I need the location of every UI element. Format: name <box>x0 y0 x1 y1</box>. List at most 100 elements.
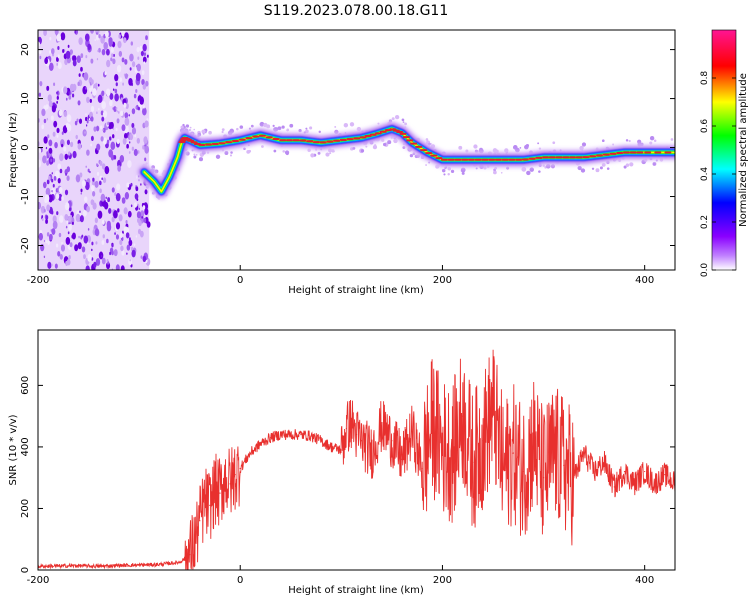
ridge-halo-speck <box>180 125 184 129</box>
snr-point <box>654 483 656 485</box>
noise-speck <box>109 93 114 100</box>
noise-speck <box>135 235 138 238</box>
ridge-halo-speck <box>259 121 265 127</box>
noise-speck <box>117 165 122 172</box>
noise-speck <box>94 217 98 224</box>
noise-speck <box>38 41 41 49</box>
ridge-halo-speck <box>599 166 603 170</box>
ridge-halo-speck <box>221 128 225 132</box>
ridge-halo-speck <box>334 125 337 128</box>
noise-speck <box>38 148 42 153</box>
noise-speck <box>134 193 139 200</box>
ridge-halo-speck <box>595 168 600 173</box>
noise-speck <box>43 255 46 259</box>
noise-speck <box>50 210 54 215</box>
noise-speck <box>79 215 84 223</box>
noise-speck <box>56 127 60 134</box>
noise-speck <box>75 174 81 183</box>
ridge-halo-speck <box>652 162 656 166</box>
noise-speck <box>115 106 118 110</box>
noise-speck <box>111 187 115 193</box>
noise-speck <box>69 91 72 95</box>
noise-speck <box>106 262 111 270</box>
noise-speck <box>101 219 105 225</box>
colorbar-tick-label: 0.8 <box>700 71 710 86</box>
noise-speck <box>70 215 72 219</box>
ridge-halo-speck <box>261 145 264 148</box>
noise-speck <box>108 39 113 47</box>
spectrogram-y-tick-label: -10 <box>20 188 31 204</box>
ridge-halo-speck <box>538 147 542 150</box>
colorbar-tick-label: 0.0 <box>700 263 710 278</box>
noise-speck <box>41 124 45 130</box>
snr-point <box>178 561 181 563</box>
noise-speck <box>102 127 106 133</box>
snr-point <box>340 449 342 451</box>
noise-speck <box>48 62 54 71</box>
noise-speck <box>142 105 145 109</box>
noise-speck <box>42 181 47 189</box>
noise-speck <box>48 139 53 147</box>
noise-speck <box>142 107 147 116</box>
noise-speck <box>59 215 64 223</box>
noise-speck <box>101 257 106 265</box>
noise-speck <box>90 91 93 94</box>
snr-point <box>391 440 393 442</box>
noise-speck <box>114 88 118 94</box>
spectrogram-y-tick-label: 0 <box>20 144 31 150</box>
ridge-halo-speck <box>612 143 615 146</box>
noise-speck <box>122 137 127 145</box>
ridge-halo-speck <box>372 145 378 150</box>
noise-speck <box>98 107 100 111</box>
noise-speck <box>80 188 83 193</box>
noise-speck <box>89 87 92 92</box>
ridge-halo-speck <box>282 150 285 153</box>
noise-speck <box>141 70 145 75</box>
noise-speck <box>118 50 123 57</box>
noise-speck <box>46 179 50 185</box>
ridge-halo-speck <box>289 123 294 128</box>
noise-speck <box>71 93 75 98</box>
noise-speck <box>60 244 66 252</box>
noise-speck <box>146 221 151 228</box>
snr-point <box>522 470 524 473</box>
ridge-halo-speck <box>581 142 587 147</box>
noise-speck <box>120 110 124 117</box>
ridge-halo-speck <box>465 149 469 153</box>
noise-speck <box>95 82 98 87</box>
noise-speck <box>63 86 68 94</box>
noise-speck <box>144 145 150 154</box>
noise-speck <box>115 192 121 202</box>
noise-speck <box>81 180 86 188</box>
noise-speck <box>51 178 54 183</box>
ridge-halo-speck <box>552 141 556 145</box>
snr-point <box>234 474 236 476</box>
noise-speck <box>45 219 48 224</box>
ridge-halo-speck <box>404 122 407 126</box>
noise-speck <box>46 160 50 166</box>
noise-speck <box>91 85 94 90</box>
snr-point <box>583 452 585 454</box>
snr-point <box>259 443 262 445</box>
noise-speck <box>126 143 129 149</box>
snr-point <box>138 564 140 566</box>
noise-speck <box>69 83 75 92</box>
ridge-halo-speck <box>606 167 610 170</box>
snr-point <box>421 467 423 470</box>
noise-speck <box>39 81 43 87</box>
noise-speck <box>115 127 118 132</box>
noise-speck <box>130 204 133 208</box>
colorbar: 0.0 0.2 0.4 0.6 0.8 Normalized spectral ampl… <box>700 29 749 278</box>
noise-speck <box>60 32 66 41</box>
noise-speck <box>99 175 104 183</box>
noise-speck <box>140 210 145 218</box>
noise-speck <box>90 143 93 147</box>
noise-speck <box>125 220 128 224</box>
ridge-halo-speck <box>441 168 446 173</box>
noise-speck <box>78 73 81 77</box>
snr-point <box>613 486 615 488</box>
noise-speck <box>129 133 134 141</box>
noise-speck <box>45 187 51 196</box>
noise-speck <box>131 122 135 129</box>
